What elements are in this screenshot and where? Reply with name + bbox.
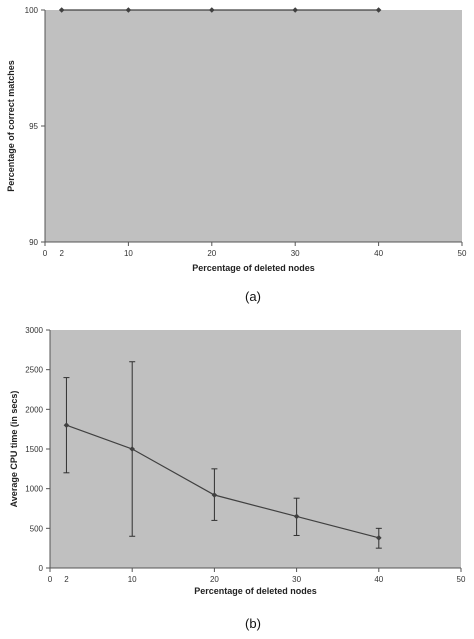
- data-point: [125, 7, 132, 13]
- data-point: [129, 446, 135, 452]
- data-point: [292, 7, 298, 13]
- y-tick-label: 1000: [25, 485, 43, 494]
- y-tick-label: 500: [30, 524, 44, 533]
- data-point: [58, 7, 65, 13]
- panel-caption: (b): [245, 616, 261, 631]
- x-tick-label: 50: [458, 249, 467, 258]
- data-point: [211, 492, 218, 498]
- y-tick-label: 0: [39, 564, 44, 573]
- x-tick-label: 10: [128, 575, 137, 584]
- x-tick-label: 40: [374, 249, 383, 258]
- y-tick-label: 2000: [25, 405, 43, 414]
- x-tick-label: 30: [291, 249, 300, 258]
- y-tick-label: 100: [25, 6, 39, 15]
- x-axis-title: Percentage of deleted nodes: [192, 263, 315, 273]
- x-tick-label: 20: [207, 249, 216, 258]
- y-axis-title: Average CPU time (in secs): [9, 391, 19, 508]
- x-tick-label: 50: [457, 575, 466, 584]
- data-point: [63, 422, 70, 428]
- y-tick-label: 1500: [25, 445, 43, 454]
- chart-b: 0 500 1000 1500 2000 2500 3000 0 2 10 20 30 40 50 Perc…: [9, 326, 466, 631]
- x-tick-label: 10: [124, 249, 133, 258]
- x-tick-label: 30: [292, 575, 301, 584]
- x-tick-label: 0: [48, 575, 53, 584]
- y-tick-label: 3000: [25, 326, 43, 335]
- data-point: [375, 7, 382, 13]
- x-tick-label: 40: [374, 575, 383, 584]
- x-tick-label: 2: [59, 249, 64, 258]
- x-tick-label: 2: [64, 575, 69, 584]
- y-tick-label: 95: [29, 122, 38, 131]
- x-tick-label: 0: [43, 249, 48, 258]
- plot-area: [50, 330, 461, 568]
- data-point: [209, 7, 215, 13]
- y-axis-title: Percentage of correct matches: [6, 60, 16, 192]
- x-axis-title: Percentage of deleted nodes: [194, 586, 317, 596]
- panel-caption: (a): [245, 289, 261, 304]
- x-tick-label: 20: [210, 575, 219, 584]
- y-tick-label: 90: [29, 238, 38, 247]
- y-tick-label: 2500: [25, 366, 43, 375]
- data-point: [293, 513, 300, 520]
- plot-area: [45, 10, 462, 242]
- chart-a: 90 95 100 0 2 10 20 30 40 50 Percentage of deleted…: [6, 6, 467, 304]
- data-point: [376, 535, 382, 541]
